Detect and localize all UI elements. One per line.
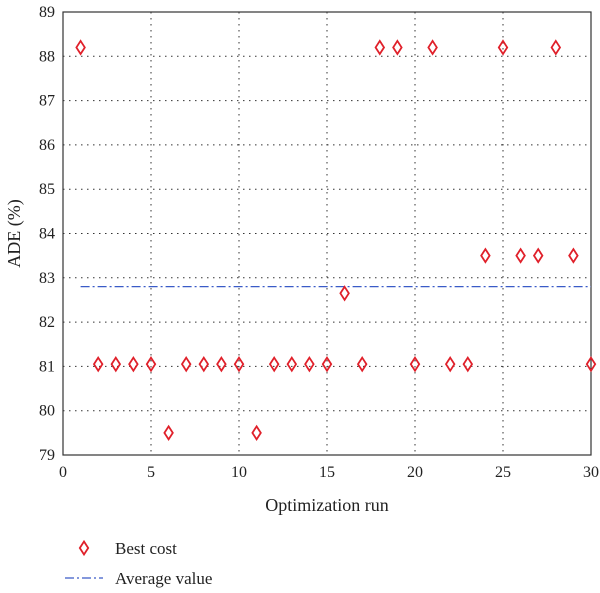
best-cost-point — [75, 39, 86, 56]
y-tick-label: 88 — [39, 48, 55, 65]
best-cost-point — [585, 356, 597, 373]
x-tick-label: 15 — [319, 464, 335, 481]
legend-label-average-value: Average value — [115, 569, 212, 588]
y-tick-label: 85 — [39, 181, 55, 198]
best-cost-point — [568, 247, 579, 264]
best-cost-point — [268, 356, 280, 373]
best-cost-point — [497, 39, 509, 56]
best-cost-point — [374, 39, 386, 56]
best-cost-point — [444, 356, 456, 373]
best-cost-point — [480, 247, 491, 264]
x-tick-label: 20 — [407, 464, 423, 481]
best-cost-point — [180, 356, 192, 373]
best-cost-point — [392, 39, 403, 56]
x-tick-label: 30 — [583, 464, 599, 481]
best-cost-point — [92, 356, 104, 373]
legend: Best cost Average value — [65, 539, 212, 588]
best-cost-point — [110, 356, 122, 373]
y-tick-label: 82 — [39, 314, 55, 331]
tick-labels: 0 5 10 15 20 25 30 79 80 81 82 83 84 85 86 87 88 89 — [39, 4, 599, 481]
legend-label-best-cost: Best cost — [115, 539, 177, 558]
y-tick-label: 89 — [39, 4, 55, 21]
best-cost-point — [286, 356, 298, 373]
best-cost-point — [321, 356, 333, 373]
best-cost-point — [462, 356, 474, 373]
best-cost-point — [216, 356, 227, 373]
best-cost-point — [128, 356, 139, 373]
x-tick-label: 0 — [59, 464, 67, 481]
y-tick-label: 80 — [39, 403, 55, 420]
best-cost-point — [304, 356, 315, 373]
best-cost-point — [515, 247, 526, 264]
best-cost-point — [198, 356, 210, 373]
best-cost-point — [532, 247, 544, 264]
data-points — [75, 39, 597, 442]
y-axis-label: ADE (%) — [4, 199, 25, 267]
best-cost-point — [163, 424, 174, 442]
legend-marker-best-cost — [78, 539, 90, 557]
plot-frame — [62, 11, 592, 456]
y-tick-label: 84 — [39, 226, 55, 243]
x-tick-label: 10 — [231, 464, 247, 481]
x-axis-label: Optimization run — [265, 495, 388, 515]
best-cost-point — [356, 356, 368, 373]
best-cost-point — [550, 39, 562, 56]
best-cost-point — [233, 356, 245, 373]
best-cost-point — [409, 356, 421, 373]
grid — [63, 12, 591, 455]
best-cost-point — [339, 285, 350, 302]
best-cost-point — [427, 39, 438, 56]
y-tick-label: 81 — [39, 358, 55, 375]
y-tick-label: 79 — [39, 447, 55, 464]
best-cost-point — [251, 424, 262, 442]
y-tick-label: 83 — [39, 270, 55, 287]
x-tick-label: 5 — [147, 464, 155, 481]
x-tick-label: 25 — [495, 464, 511, 481]
y-tick-label: 87 — [39, 93, 55, 110]
y-tick-label: 86 — [39, 137, 55, 154]
best-cost-point — [145, 356, 157, 373]
